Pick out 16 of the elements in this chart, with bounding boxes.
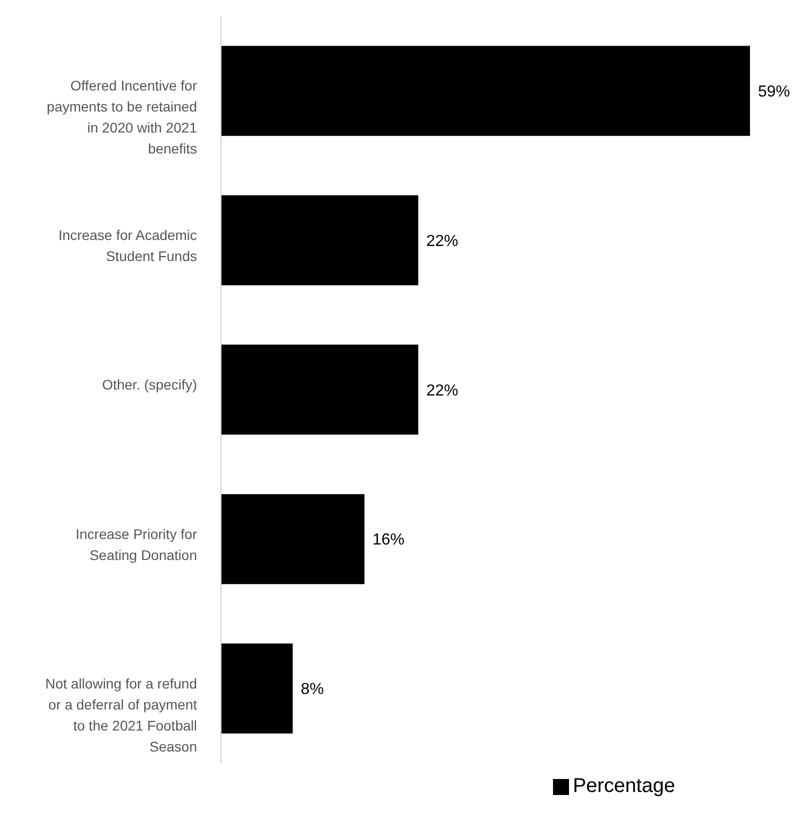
y-tick-label: Not allowing for a refund or a deferral of payment to the 2021 Football Season <box>45 675 198 754</box>
bar <box>221 195 418 286</box>
y-tick-label: Increase for Academic Student Funds <box>58 227 197 264</box>
y-tick-label: Other. (specify) <box>102 376 197 392</box>
data-label: 22% <box>426 382 458 400</box>
data-label: 8% <box>300 681 324 698</box>
bar <box>221 643 293 734</box>
y-tick-label: Increase Priority for Seating Donation <box>76 526 198 563</box>
data-label: 16% <box>372 532 404 549</box>
y-tick-label: Offered Incentive for payments to be retained in 2020 with 2021 benefits <box>46 78 198 157</box>
data-label: 22% <box>426 232 458 250</box>
bar <box>221 46 750 136</box>
bar <box>221 344 418 435</box>
legend-label: Percentage <box>572 775 676 797</box>
data-label: 59% <box>758 83 790 100</box>
bar <box>221 494 364 584</box>
